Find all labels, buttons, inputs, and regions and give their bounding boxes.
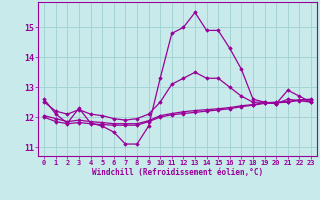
- X-axis label: Windchill (Refroidissement éolien,°C): Windchill (Refroidissement éolien,°C): [92, 168, 263, 177]
